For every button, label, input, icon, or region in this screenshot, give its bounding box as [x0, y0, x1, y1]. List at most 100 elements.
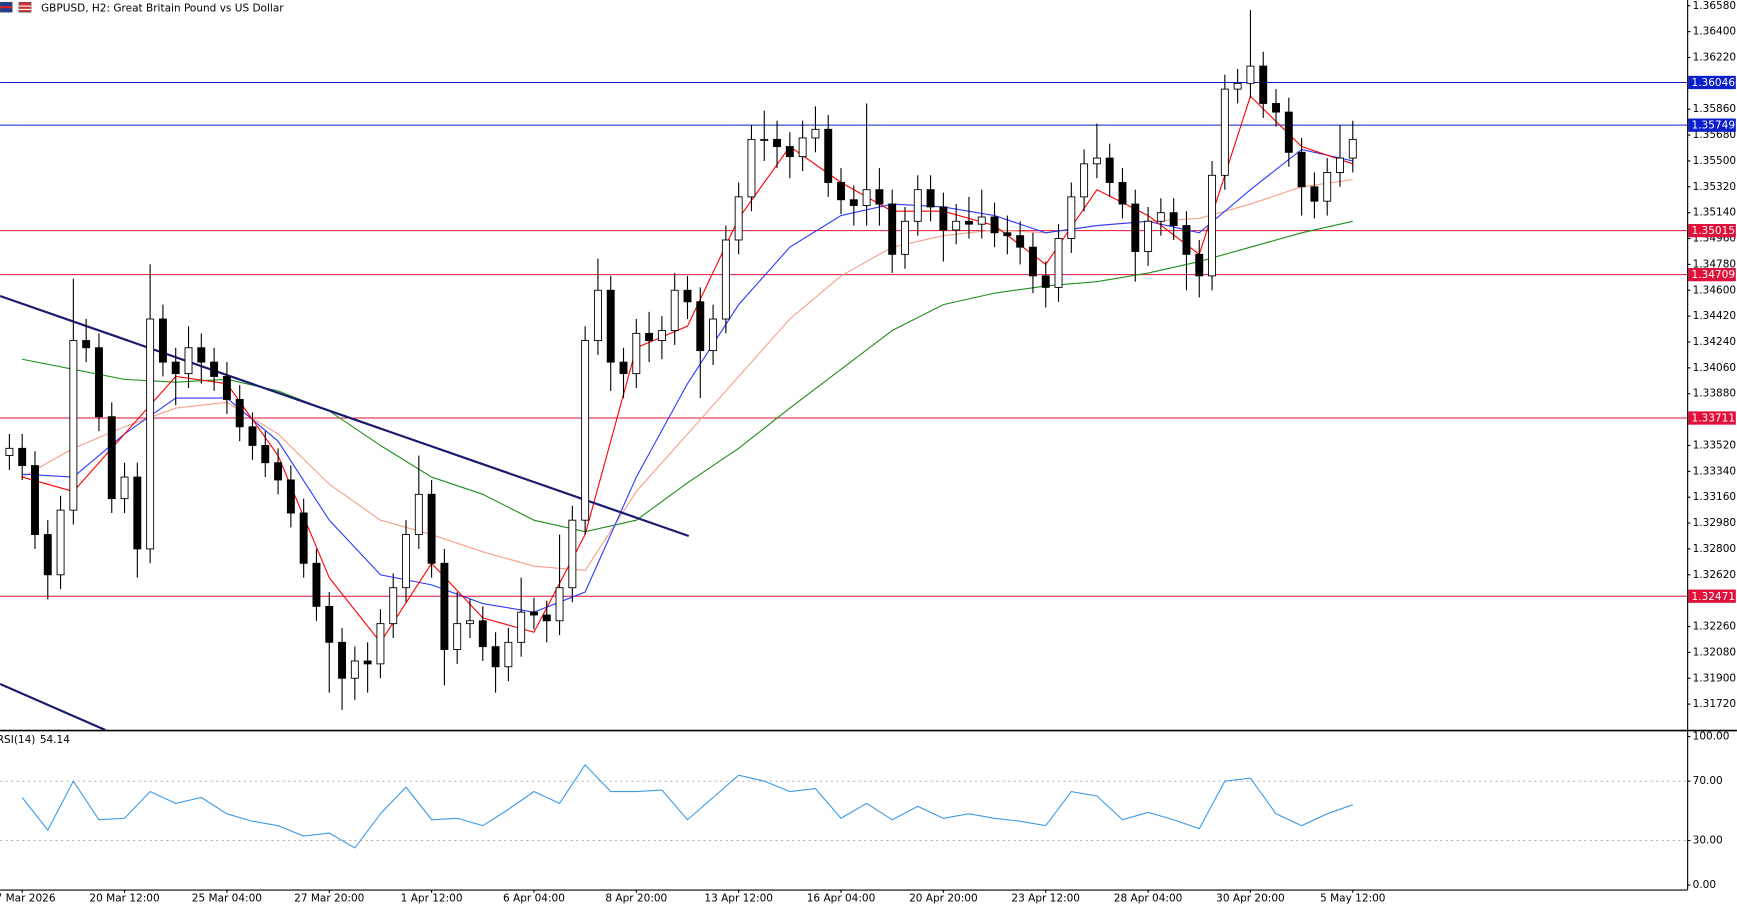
candle-body: [107, 416, 116, 500]
candle-body: [1348, 138, 1357, 159]
y-tick-label: 0.00: [1693, 879, 1716, 891]
candle-body: [1092, 157, 1101, 165]
level-tag: [1688, 267, 1736, 282]
y-tick-label: 1.35680: [1693, 129, 1737, 141]
candle-body: [312, 562, 321, 607]
candle-body: [939, 206, 948, 231]
candle-body: [1169, 212, 1178, 227]
candle-body: [862, 189, 871, 206]
candle-body: [1028, 246, 1037, 277]
candle-body: [875, 189, 884, 205]
chart-title: GBPUSD, H2: Great Britain Pound vs US Do…: [41, 2, 284, 14]
candle-body: [1220, 88, 1229, 176]
candle-body: [555, 587, 564, 622]
candle-body: [171, 361, 180, 375]
y-tick-label: 1.35860: [1693, 103, 1737, 115]
candle-body: [31, 465, 39, 535]
candle-body: [363, 660, 372, 665]
y-tick-label: 1.36580: [1693, 0, 1737, 12]
x-tick-label: 30 Apr 20:00: [1216, 892, 1285, 904]
candle-body: [1195, 253, 1204, 277]
candle-body: [517, 611, 526, 643]
y-tick-label: 1.35320: [1693, 181, 1737, 193]
candle-body: [1003, 232, 1012, 237]
y-tick-label: 100.00: [1693, 731, 1730, 743]
level-label: 1.35015: [1692, 225, 1735, 237]
y-tick-label: 1.33340: [1693, 465, 1737, 477]
y-tick-label: 1.33160: [1693, 491, 1737, 503]
candle-body: [632, 332, 641, 375]
candle-body: [888, 203, 897, 255]
y-tick-label: 1.32260: [1693, 621, 1737, 633]
candle-body: [427, 493, 436, 564]
y-tick-label: 1.32800: [1693, 543, 1737, 555]
candle-body: [478, 620, 487, 648]
level-tag: [1688, 118, 1736, 132]
candle-body: [913, 189, 922, 222]
y-tick-label: 1.34780: [1693, 258, 1737, 270]
candle-body: [1259, 65, 1268, 104]
candle-body: [1182, 225, 1191, 255]
candle-body: [299, 512, 308, 564]
candle-body: [964, 220, 973, 225]
moving-average: [22, 220, 1353, 533]
level-label: 1.36046: [1692, 77, 1736, 89]
candle-body: [849, 199, 858, 206]
candle-body: [1156, 212, 1165, 222]
y-tick-label: 30.00: [1693, 835, 1723, 847]
y-tick-label: 1.35500: [1693, 155, 1737, 167]
candle-body: [1080, 163, 1089, 198]
moving-average: [22, 95, 1353, 644]
candle-body: [619, 361, 628, 375]
trendline: [0, 682, 106, 730]
candle-body: [581, 340, 590, 521]
candle-body: [657, 330, 666, 342]
candle-body: [453, 623, 462, 650]
y-tick-label: 1.36400: [1693, 26, 1737, 38]
candle-body: [1208, 174, 1217, 277]
candle-body: [760, 138, 769, 141]
candle-body: [734, 196, 743, 241]
y-tick-label: 70.00: [1693, 775, 1723, 787]
candle-body: [1041, 275, 1050, 288]
rsi-pane: [0, 763, 1688, 849]
candle-body: [542, 614, 551, 622]
candle-body: [197, 347, 206, 363]
level-label: 1.35749: [1692, 120, 1735, 132]
candle-body: [747, 138, 756, 198]
level-label: 1.34709: [1692, 269, 1735, 281]
candle-body: [1233, 82, 1242, 90]
candle-body: [82, 340, 91, 349]
indicator-value: 54.14: [40, 734, 70, 746]
candle-body: [709, 318, 718, 352]
x-tick-label: 28 Apr 04:00: [1114, 892, 1183, 904]
candle-body: [389, 587, 398, 625]
candle-body: [798, 137, 807, 158]
candle-body: [94, 347, 103, 418]
x-tick-label: 16 Apr 04:00: [807, 892, 876, 904]
y-tick-label: 1.34420: [1693, 310, 1737, 322]
y-tick-label: 1.31900: [1693, 672, 1737, 684]
candle-body: [1310, 186, 1319, 202]
candle-body: [56, 509, 65, 576]
y-tick-label: 1.34600: [1693, 284, 1737, 296]
candle-body: [1297, 151, 1306, 188]
candle-body: [440, 562, 449, 650]
candle-body: [811, 128, 820, 139]
candle-body: [696, 301, 705, 352]
level-label: 1.33711: [1692, 413, 1735, 425]
candle-body: [901, 220, 909, 255]
indicator-line: [21, 763, 1353, 849]
candle-body: [1118, 182, 1127, 205]
candle-body: [1131, 203, 1140, 252]
level-tag: [1688, 75, 1736, 90]
candle-body: [568, 519, 577, 589]
candle-body: [69, 340, 78, 511]
x-tick-label: 17 Mar 2026: [0, 892, 56, 904]
level-label: 1.32471: [1692, 591, 1735, 603]
candle-body: [402, 534, 410, 589]
y-tick-label: 1.32620: [1693, 569, 1737, 581]
candle-body: [824, 128, 833, 183]
